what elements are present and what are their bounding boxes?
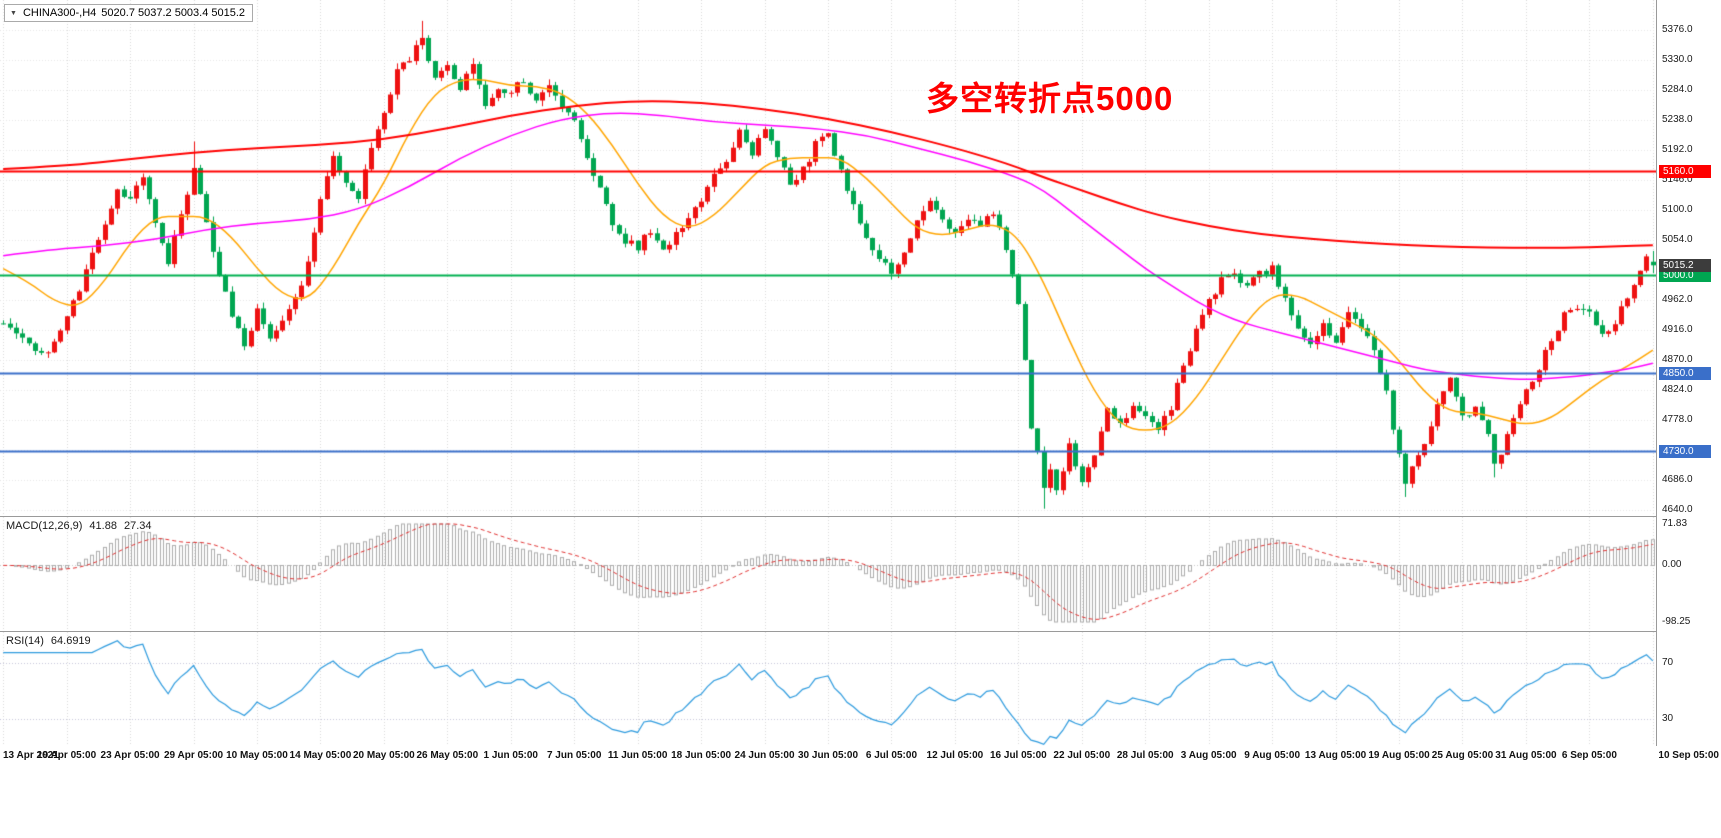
price-axis[interactable]: 5376.0 5330.0 5284.0 5238.0 5192.0 5146.0 5100… — [1656, 0, 1721, 746]
time-axis-label: 31 Aug 05:00 — [1495, 750, 1557, 761]
macd-axis-label: 0.00 — [1662, 559, 1682, 571]
price-tick-label: 4778.0 — [1662, 414, 1693, 425]
time-axis-label: 13 Aug 05:00 — [1304, 750, 1367, 761]
time-axis-label: 10 May 05:00 — [226, 750, 288, 761]
hline-5160-price-tag[interactable]: 5160.0 — [1659, 164, 1711, 178]
rsi-panel-canvas[interactable] — [0, 632, 1656, 746]
time-axis-label: 23 Apr 05:00 — [100, 750, 160, 761]
price-tick-label: 5146.0 — [1662, 174, 1693, 185]
time-axis-label: 24 Jun 05:00 — [734, 750, 795, 761]
time-axis-label: 18 Jun 05:00 — [671, 750, 732, 761]
time-axis-label: 16 Jul 05:00 — [989, 750, 1047, 761]
macd-signal-value: 27.34 — [123, 520, 152, 532]
time-axis-label: 3 Aug 05:00 — [1180, 750, 1237, 761]
time-axis-label: 19 Aug 05:00 — [1368, 750, 1430, 761]
macd-indicator-label: MACD(12,26,9) 41.88 27.34 — [6, 520, 151, 532]
price-tick-label: 4870.0 — [1662, 354, 1693, 365]
current-price-tag: 5015.2 — [1659, 259, 1711, 273]
time-axis-label: 29 Apr 05:00 — [163, 750, 224, 761]
rsi-title: RSI(14) — [6, 635, 44, 647]
price-tick-label: 4916.0 — [1662, 324, 1693, 335]
price-tick-label: 5284.0 — [1662, 84, 1693, 95]
price-tick-label: 5330.0 — [1662, 54, 1693, 65]
macd-axis-label: -98.25 — [1662, 616, 1691, 627]
macd-panel-canvas[interactable] — [0, 517, 1656, 631]
price-tick-label: 5238.0 — [1662, 114, 1693, 125]
time-axis-label: 14 May 05:00 — [289, 750, 352, 761]
annotation-text: 多空转折点5000 — [926, 80, 1174, 117]
time-axis-label: 22 Jul 05:00 — [1053, 750, 1111, 761]
chart-dropdown-icon[interactable]: ▼ — [10, 9, 17, 17]
time-axis-label: 20 May 05:00 — [353, 750, 415, 761]
time-axis-label: 7 Jun 05:00 — [546, 750, 602, 761]
price-tick-label: 4686.0 — [1662, 474, 1693, 485]
time-axis-label: 26 May 05:00 — [416, 750, 479, 761]
price-tick-label: 4962.0 — [1662, 294, 1693, 305]
price-tick-label: 5100.0 — [1662, 204, 1693, 215]
time-axis-label: 13 Apr 2021 — [3, 750, 59, 761]
hline-4850-price-tag[interactable]: 4850.0 — [1659, 367, 1711, 381]
time-axis-label: 19 Apr 05:00 — [37, 750, 97, 761]
time-axis[interactable]: 13 Apr 2021 19 Apr 05:00 23 Apr 05:00 29 Ap… — [0, 746, 1721, 770]
price-tick-label: 5054.0 — [1662, 234, 1693, 245]
main-chart-canvas[interactable] — [0, 0, 1656, 516]
rsi-value: 64.6919 — [50, 635, 91, 647]
symbol-period-label: CHINA300-,H4 — [22, 7, 97, 19]
macd-axis-label: 71.83 — [1662, 518, 1688, 529]
price-tick-label: 4824.0 — [1662, 384, 1693, 395]
hline-4730-price-tag[interactable]: 4730.0 — [1659, 445, 1711, 459]
rsi-axis-label: 30 — [1662, 713, 1674, 724]
macd-title: MACD(12,26,9) — [6, 520, 83, 532]
price-tick-label: 4640.0 — [1662, 504, 1693, 515]
time-axis-label: 28 Jul 05:00 — [1116, 750, 1174, 761]
time-axis-label: 12 Jul 05:00 — [926, 750, 984, 761]
time-axis-label: 10 Sep 05:00 — [1658, 750, 1719, 761]
time-axis-label: 1 Jun 05:00 — [483, 750, 538, 761]
time-axis-label: 6 Jul 05:00 — [865, 750, 918, 761]
ohlc-values-label: 5020.7 5037.2 5003.4 5015.2 — [101, 7, 246, 19]
price-tick-label: 5192.0 — [1662, 144, 1693, 155]
rsi-indicator-label: RSI(14) 64.6919 — [6, 635, 91, 647]
macd-rsi-panel-divider[interactable] — [0, 631, 1721, 632]
symbol-info-box[interactable]: ▼ CHINA300-,H4 5020.7 5037.2 5003.4 5015… — [4, 4, 254, 22]
time-axis-label: 6 Sep 05:00 — [1561, 750, 1617, 761]
time-axis-label: 25 Aug 05:00 — [1431, 750, 1494, 761]
rsi-axis-label: 70 — [1662, 657, 1674, 668]
price-tick-label: 5376.0 — [1662, 24, 1693, 35]
hline-5000-price-tag[interactable]: 5000.0 — [1659, 269, 1711, 283]
time-axis-label: 30 Jun 05:00 — [797, 750, 859, 761]
time-axis-label: 11 Jun 05:00 — [607, 750, 668, 761]
time-axis-label: 9 Aug 05:00 — [1244, 750, 1301, 761]
macd-main-value: 41.88 — [89, 520, 117, 532]
main-macd-panel-divider[interactable] — [0, 516, 1721, 517]
